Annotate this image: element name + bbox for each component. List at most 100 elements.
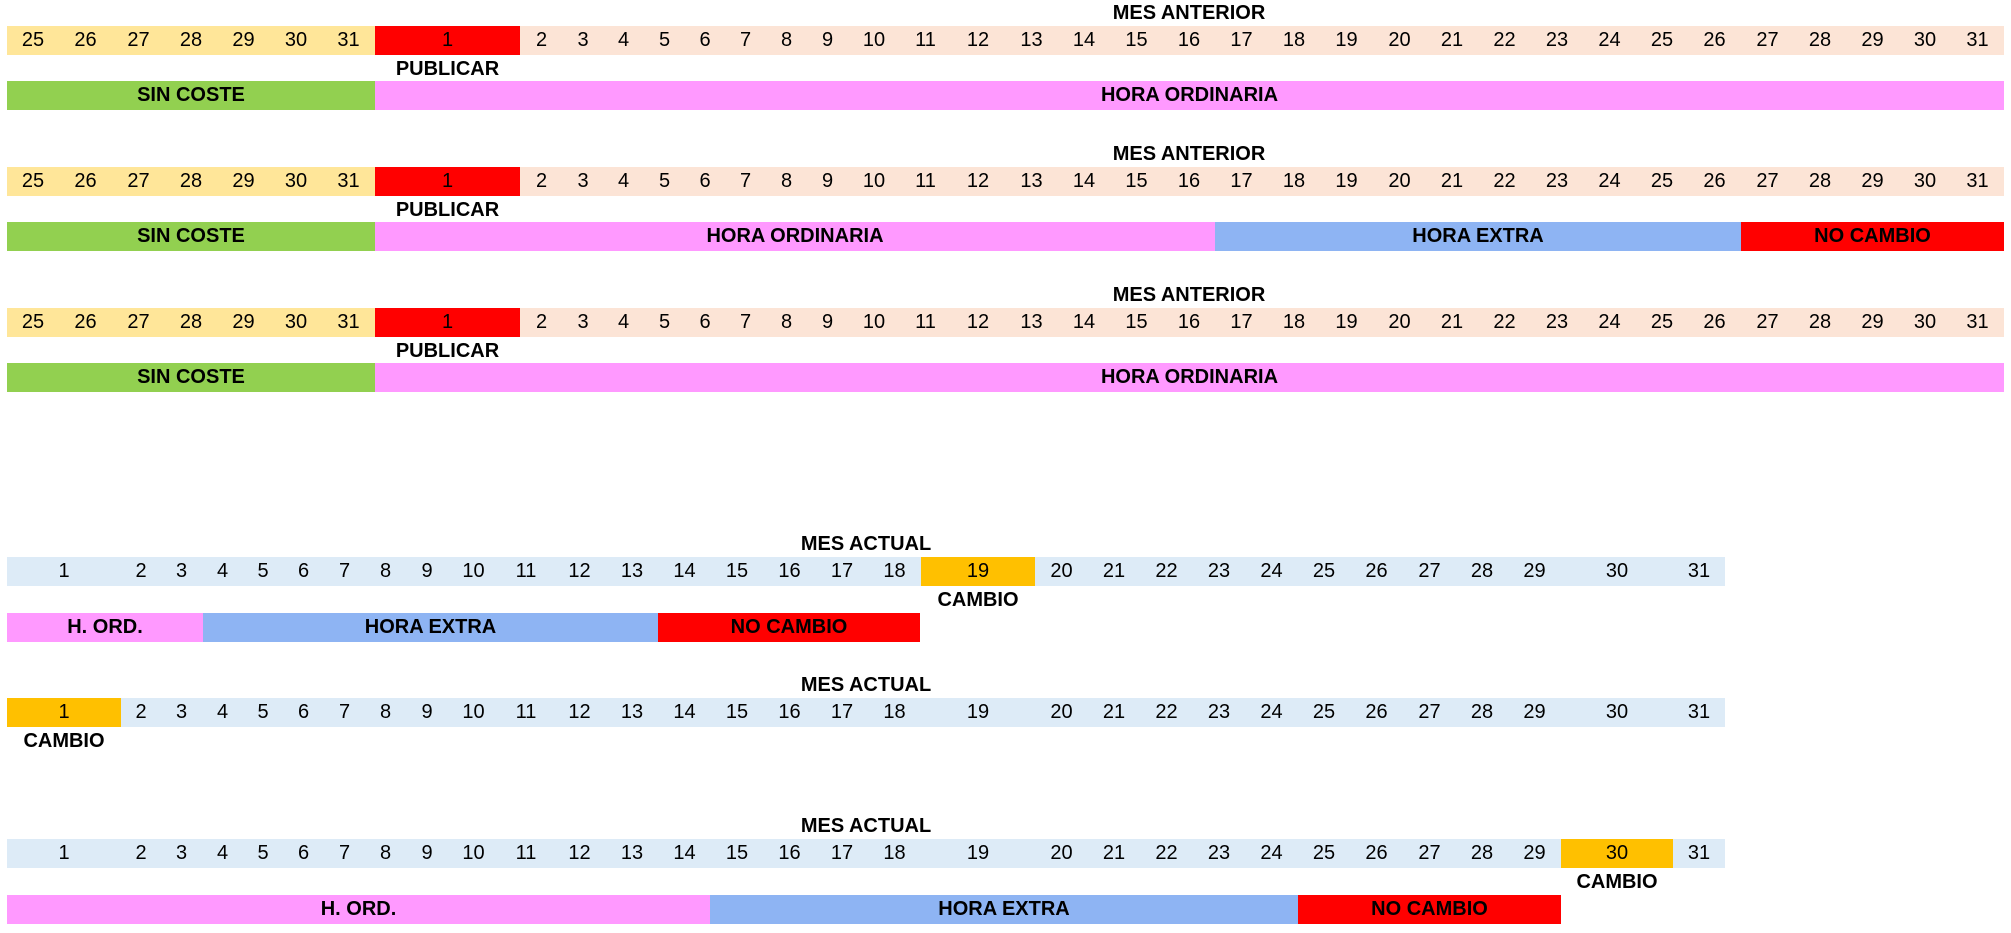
day-cell: 17 [1215, 167, 1268, 196]
day-cell: 22 [1140, 557, 1193, 586]
day-cell: 2 [520, 26, 563, 55]
day-cell: 14 [658, 557, 711, 586]
publish-marker: PUBLICAR [395, 340, 500, 362]
day-cell: 14 [1058, 26, 1110, 55]
day-cell: 29 [1846, 167, 1899, 196]
day-cell: 27 [1741, 167, 1794, 196]
day-cell: 4 [603, 308, 644, 337]
day-cell: 25 [7, 308, 59, 337]
day-cell: 23 [1531, 26, 1583, 55]
day-cell: 3 [161, 698, 202, 727]
day-cell: 27 [1403, 557, 1456, 586]
day-cell: 31 [1951, 167, 2004, 196]
day-cell: 20 [1373, 167, 1426, 196]
day-cell: 15 [711, 698, 763, 727]
day-cell: 12 [553, 839, 606, 868]
publish-day-cell: 1 [375, 308, 520, 337]
day-cell: 5 [243, 557, 283, 586]
day-cell: 30 [1561, 698, 1673, 727]
month-title: MES ANTERIOR [1112, 284, 1266, 306]
day-cell: 16 [1163, 308, 1215, 337]
day-cell: 9 [807, 26, 848, 55]
day-cell: 21 [1426, 308, 1478, 337]
segment-bar: SIN COSTE [7, 363, 375, 392]
day-cell: 1 [7, 839, 121, 868]
day-cell: 20 [1373, 308, 1426, 337]
day-cell: 24 [1245, 698, 1298, 727]
segment-bar: HORA EXTRA [203, 613, 658, 642]
day-cell: 25 [7, 167, 59, 196]
day-cell: 29 [217, 26, 270, 55]
day-cell: 17 [1215, 308, 1268, 337]
day-cell: 10 [848, 308, 900, 337]
day-cell: 2 [121, 839, 161, 868]
month-title: MES ACTUAL [800, 815, 932, 837]
segment-bar: HORA ORDINARIA [375, 81, 2004, 110]
day-cell: 17 [816, 557, 868, 586]
day-cell: 8 [365, 698, 406, 727]
month-title: MES ANTERIOR [1112, 2, 1266, 24]
day-cell: 15 [1110, 26, 1163, 55]
day-cell: 10 [448, 557, 499, 586]
month-title: MES ACTUAL [800, 674, 932, 696]
day-cell: 28 [1456, 557, 1508, 586]
publish-day-cell: 1 [375, 167, 520, 196]
day-cell: 27 [1741, 308, 1794, 337]
day-cell: 20 [1373, 26, 1426, 55]
day-cell: 10 [848, 26, 900, 55]
day-cell: 29 [1846, 308, 1899, 337]
day-cell: 31 [1673, 557, 1725, 586]
day-cell: 18 [868, 698, 921, 727]
day-cell: 25 [1298, 698, 1350, 727]
month-title: MES ANTERIOR [1112, 143, 1266, 165]
day-cell: 15 [1110, 167, 1163, 196]
day-cell: 18 [868, 839, 921, 868]
day-cell: 28 [1456, 698, 1508, 727]
day-cell: 8 [766, 26, 807, 55]
day-cell: 18 [1268, 308, 1320, 337]
day-cell: 1 [7, 557, 121, 586]
day-cell: 11 [900, 308, 951, 337]
day-cell: 3 [563, 26, 603, 55]
day-cell: 27 [112, 167, 165, 196]
day-cell: 31 [322, 167, 375, 196]
day-cell: 27 [1403, 839, 1456, 868]
publish-marker: PUBLICAR [395, 199, 500, 221]
day-cell: 31 [1673, 698, 1725, 727]
day-cell: 13 [606, 698, 658, 727]
day-cell: 7 [324, 839, 365, 868]
day-cell: 31 [322, 26, 375, 55]
day-cell: 26 [1688, 167, 1741, 196]
day-cell: 28 [1456, 839, 1508, 868]
day-cell: 28 [1794, 26, 1846, 55]
day-cell: 19 [921, 839, 1035, 868]
segment-bar: HORA EXTRA [1215, 222, 1741, 251]
day-cell: 30 [1899, 167, 1951, 196]
change-day-cell: 30 [1561, 839, 1673, 868]
day-cell: 30 [1899, 26, 1951, 55]
day-cell: 9 [406, 557, 448, 586]
day-cell: 31 [1951, 308, 2004, 337]
day-cell: 3 [161, 557, 202, 586]
change-day-cell: 19 [921, 557, 1035, 586]
day-cell: 6 [685, 167, 725, 196]
segment-bar: SIN COSTE [7, 81, 375, 110]
segment-bar: HORA EXTRA [710, 895, 1298, 924]
day-cell: 26 [59, 26, 112, 55]
day-cell: 15 [1110, 308, 1163, 337]
day-cell: 22 [1478, 308, 1531, 337]
day-cell: 12 [553, 698, 606, 727]
day-cell: 5 [644, 167, 685, 196]
day-cell: 12 [553, 557, 606, 586]
day-cell: 2 [520, 167, 563, 196]
day-cell: 4 [202, 839, 243, 868]
day-cell: 25 [1298, 557, 1350, 586]
day-cell: 24 [1583, 167, 1636, 196]
day-cell: 9 [406, 839, 448, 868]
day-cell: 11 [499, 839, 553, 868]
segment-bar: H. ORD. [7, 613, 203, 642]
day-cell: 31 [1673, 839, 1725, 868]
day-cell: 14 [1058, 308, 1110, 337]
day-cell: 12 [951, 26, 1005, 55]
day-cell: 5 [243, 698, 283, 727]
